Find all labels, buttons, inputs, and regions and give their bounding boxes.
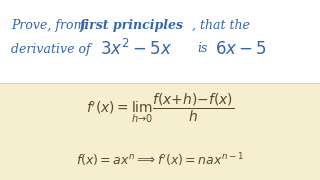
Text: Prove, from: Prove, from [11, 19, 89, 32]
Bar [0, 0, 320, 83]
Text: , that the: , that the [192, 19, 250, 32]
Text: $3x^2-5x$: $3x^2-5x$ [100, 39, 172, 59]
Text: is: is [197, 42, 207, 55]
Text: $f(x) = ax^n \Longrightarrow f'(x) = nax^{n-1}$: $f(x) = ax^n \Longrightarrow f'(x) = nax… [76, 151, 244, 169]
Text: $6x-5$: $6x-5$ [215, 40, 267, 57]
Text: first principles: first principles [80, 19, 184, 32]
Text: $f'(x) = \lim_{h\to 0} \dfrac{f(x+h)-f(x)}{h}$: $f'(x) = \lim_{h\to 0} \dfrac{f(x+h)-f(x… [86, 91, 234, 125]
Text: derivative of: derivative of [11, 42, 91, 55]
Bar [0, 83, 320, 180]
